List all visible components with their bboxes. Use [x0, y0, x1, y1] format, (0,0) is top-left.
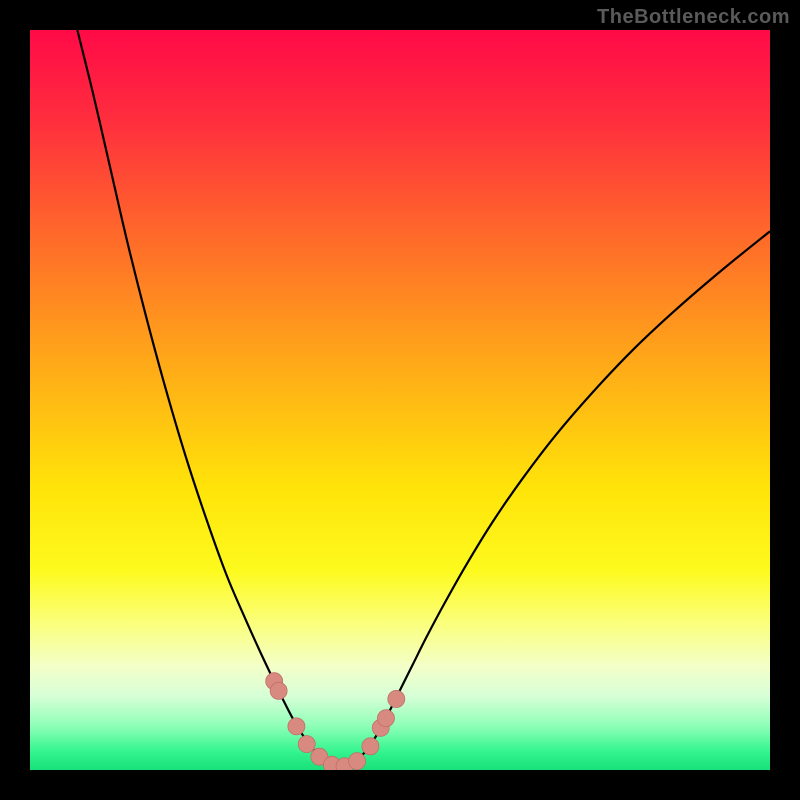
marker-point: [270, 682, 287, 699]
marker-point: [388, 690, 405, 707]
watermark: TheBottleneck.com: [597, 6, 790, 29]
marker-point: [377, 710, 394, 727]
markers-group: [266, 673, 405, 770]
marker-point: [298, 736, 315, 753]
curve-right: [341, 231, 770, 767]
curve-left: [77, 30, 340, 767]
marker-point: [349, 753, 366, 770]
curves-layer: [30, 30, 770, 770]
marker-point: [288, 718, 305, 735]
plot-area: [30, 30, 770, 770]
marker-point: [362, 738, 379, 755]
